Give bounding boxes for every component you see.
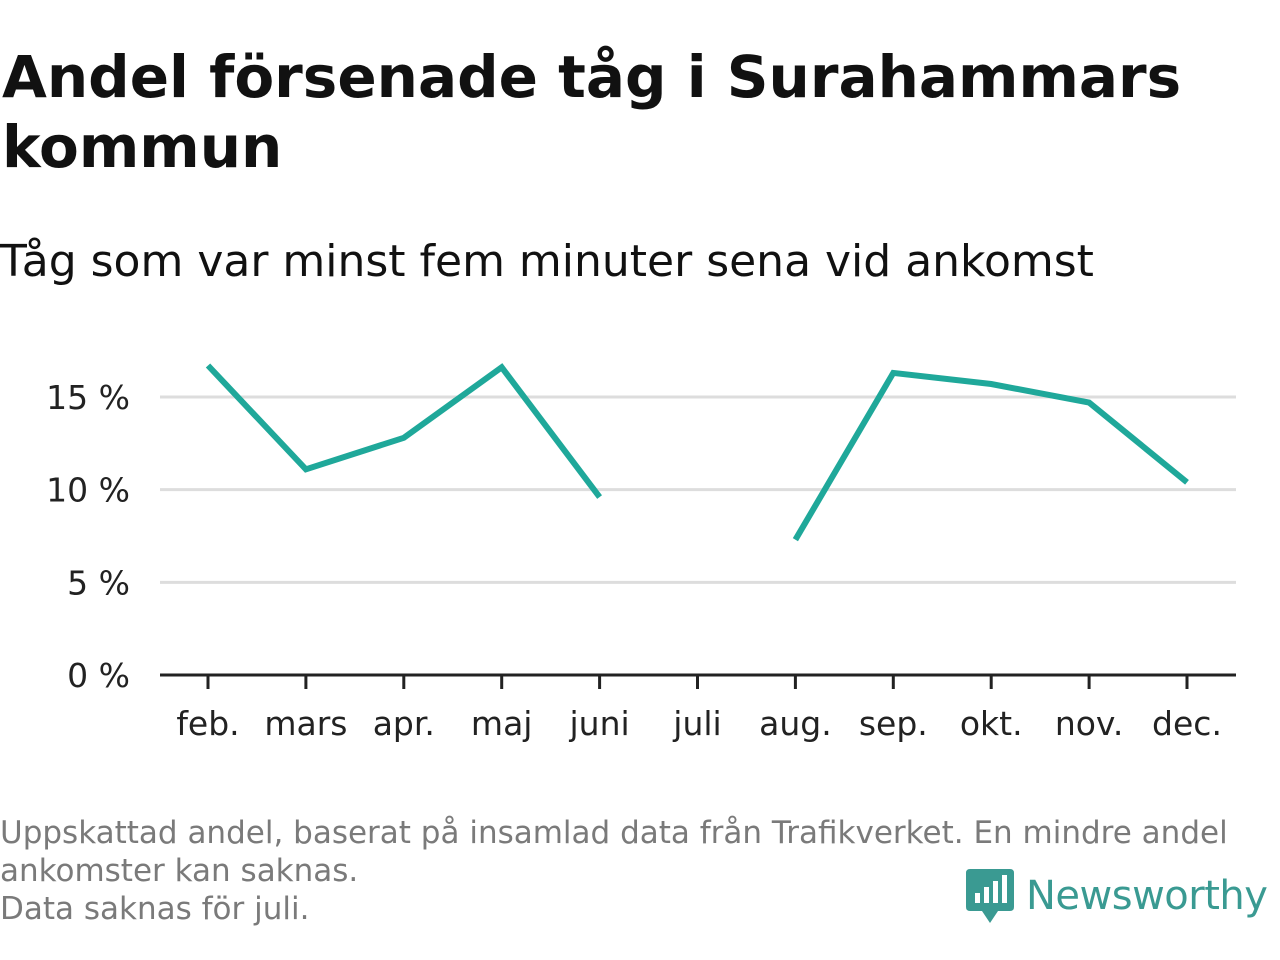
line-chart: 0 % 5 % 10 % 15 % feb. mars apr. maj juni juli au… bbox=[46, 363, 1236, 743]
brand-name: Newsworthy bbox=[1026, 873, 1268, 919]
footnote-line-3: Data saknas för juli. bbox=[0, 891, 310, 927]
footnote-line-2: ankomster kan saknas. bbox=[0, 853, 359, 889]
x-axis-layer bbox=[160, 673, 1236, 689]
footnote: Uppskattad andel, baserat på insamlad da… bbox=[0, 814, 1270, 928]
series-layer bbox=[205, 363, 1189, 542]
y-tick-label: 0 % bbox=[67, 656, 130, 695]
x-tick-label: sep. bbox=[859, 704, 928, 743]
x-tick-label: juli bbox=[672, 704, 721, 743]
chart-title: Andel försenade tåg i Surahammars kommun bbox=[2, 43, 1182, 181]
x-tick-label: dec. bbox=[1152, 704, 1222, 743]
footnote-line-1: Uppskattad andel, baserat på insamlad da… bbox=[0, 815, 1228, 851]
y-tick-labels: 0 % 5 % 10 % 15 % bbox=[46, 378, 130, 695]
x-tick-label: nov. bbox=[1055, 704, 1124, 743]
x-tick-labels: feb. mars apr. maj juni juli aug. sep. okt. nov. d… bbox=[176, 704, 1222, 743]
grid-layer bbox=[160, 395, 1236, 584]
x-tick-label: aug. bbox=[759, 704, 832, 743]
x-tick-label: okt. bbox=[960, 704, 1023, 743]
chart-subtitle: Tåg som var minst fem minuter sena vid a… bbox=[0, 236, 1094, 287]
series-line bbox=[205, 363, 602, 499]
y-tick-label: 15 % bbox=[46, 378, 130, 417]
y-tick-label: 5 % bbox=[67, 563, 130, 602]
x-tick-label: apr. bbox=[373, 704, 435, 743]
x-tick-label: mars bbox=[264, 704, 347, 743]
newsworthy-logo-icon bbox=[966, 869, 1014, 923]
x-tick-label: maj bbox=[471, 704, 533, 743]
y-tick-label: 10 % bbox=[46, 471, 130, 510]
brand-logo: Newsworthy bbox=[964, 864, 1268, 928]
x-tick-label: juni bbox=[569, 704, 630, 743]
x-tick-label: feb. bbox=[176, 704, 239, 743]
